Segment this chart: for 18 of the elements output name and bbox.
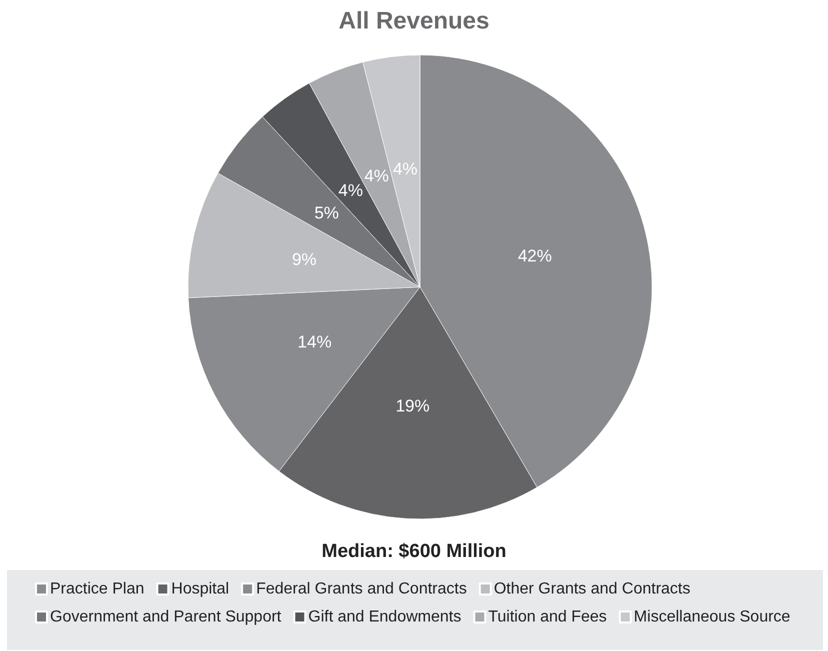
data-label: 4% <box>364 166 389 186</box>
data-label: 19% <box>396 396 430 416</box>
data-label: 4% <box>338 180 363 200</box>
data-label: 14% <box>298 332 332 352</box>
chart-title: All Revenues <box>338 8 490 34</box>
legend-label: Federal Grants and Contracts <box>256 580 467 598</box>
legend-label: Practice Plan <box>50 580 144 598</box>
data-label: 5% <box>314 204 339 223</box>
legend-label: Other Grants and Contracts <box>494 580 690 598</box>
data-label: 42% <box>518 246 552 266</box>
legend-label: Miscellaneous Source <box>634 608 790 626</box>
data-label: 4% <box>392 159 418 178</box>
legend-label: Hospital <box>171 580 230 598</box>
data-label: 9% <box>292 250 317 269</box>
legend-label: Gift and Endowments <box>308 608 462 626</box>
legend-label: Government and Parent Support <box>50 608 282 626</box>
legend-label: Tuition and Fees <box>488 608 607 626</box>
text: Median: $600 Million <box>322 541 506 562</box>
